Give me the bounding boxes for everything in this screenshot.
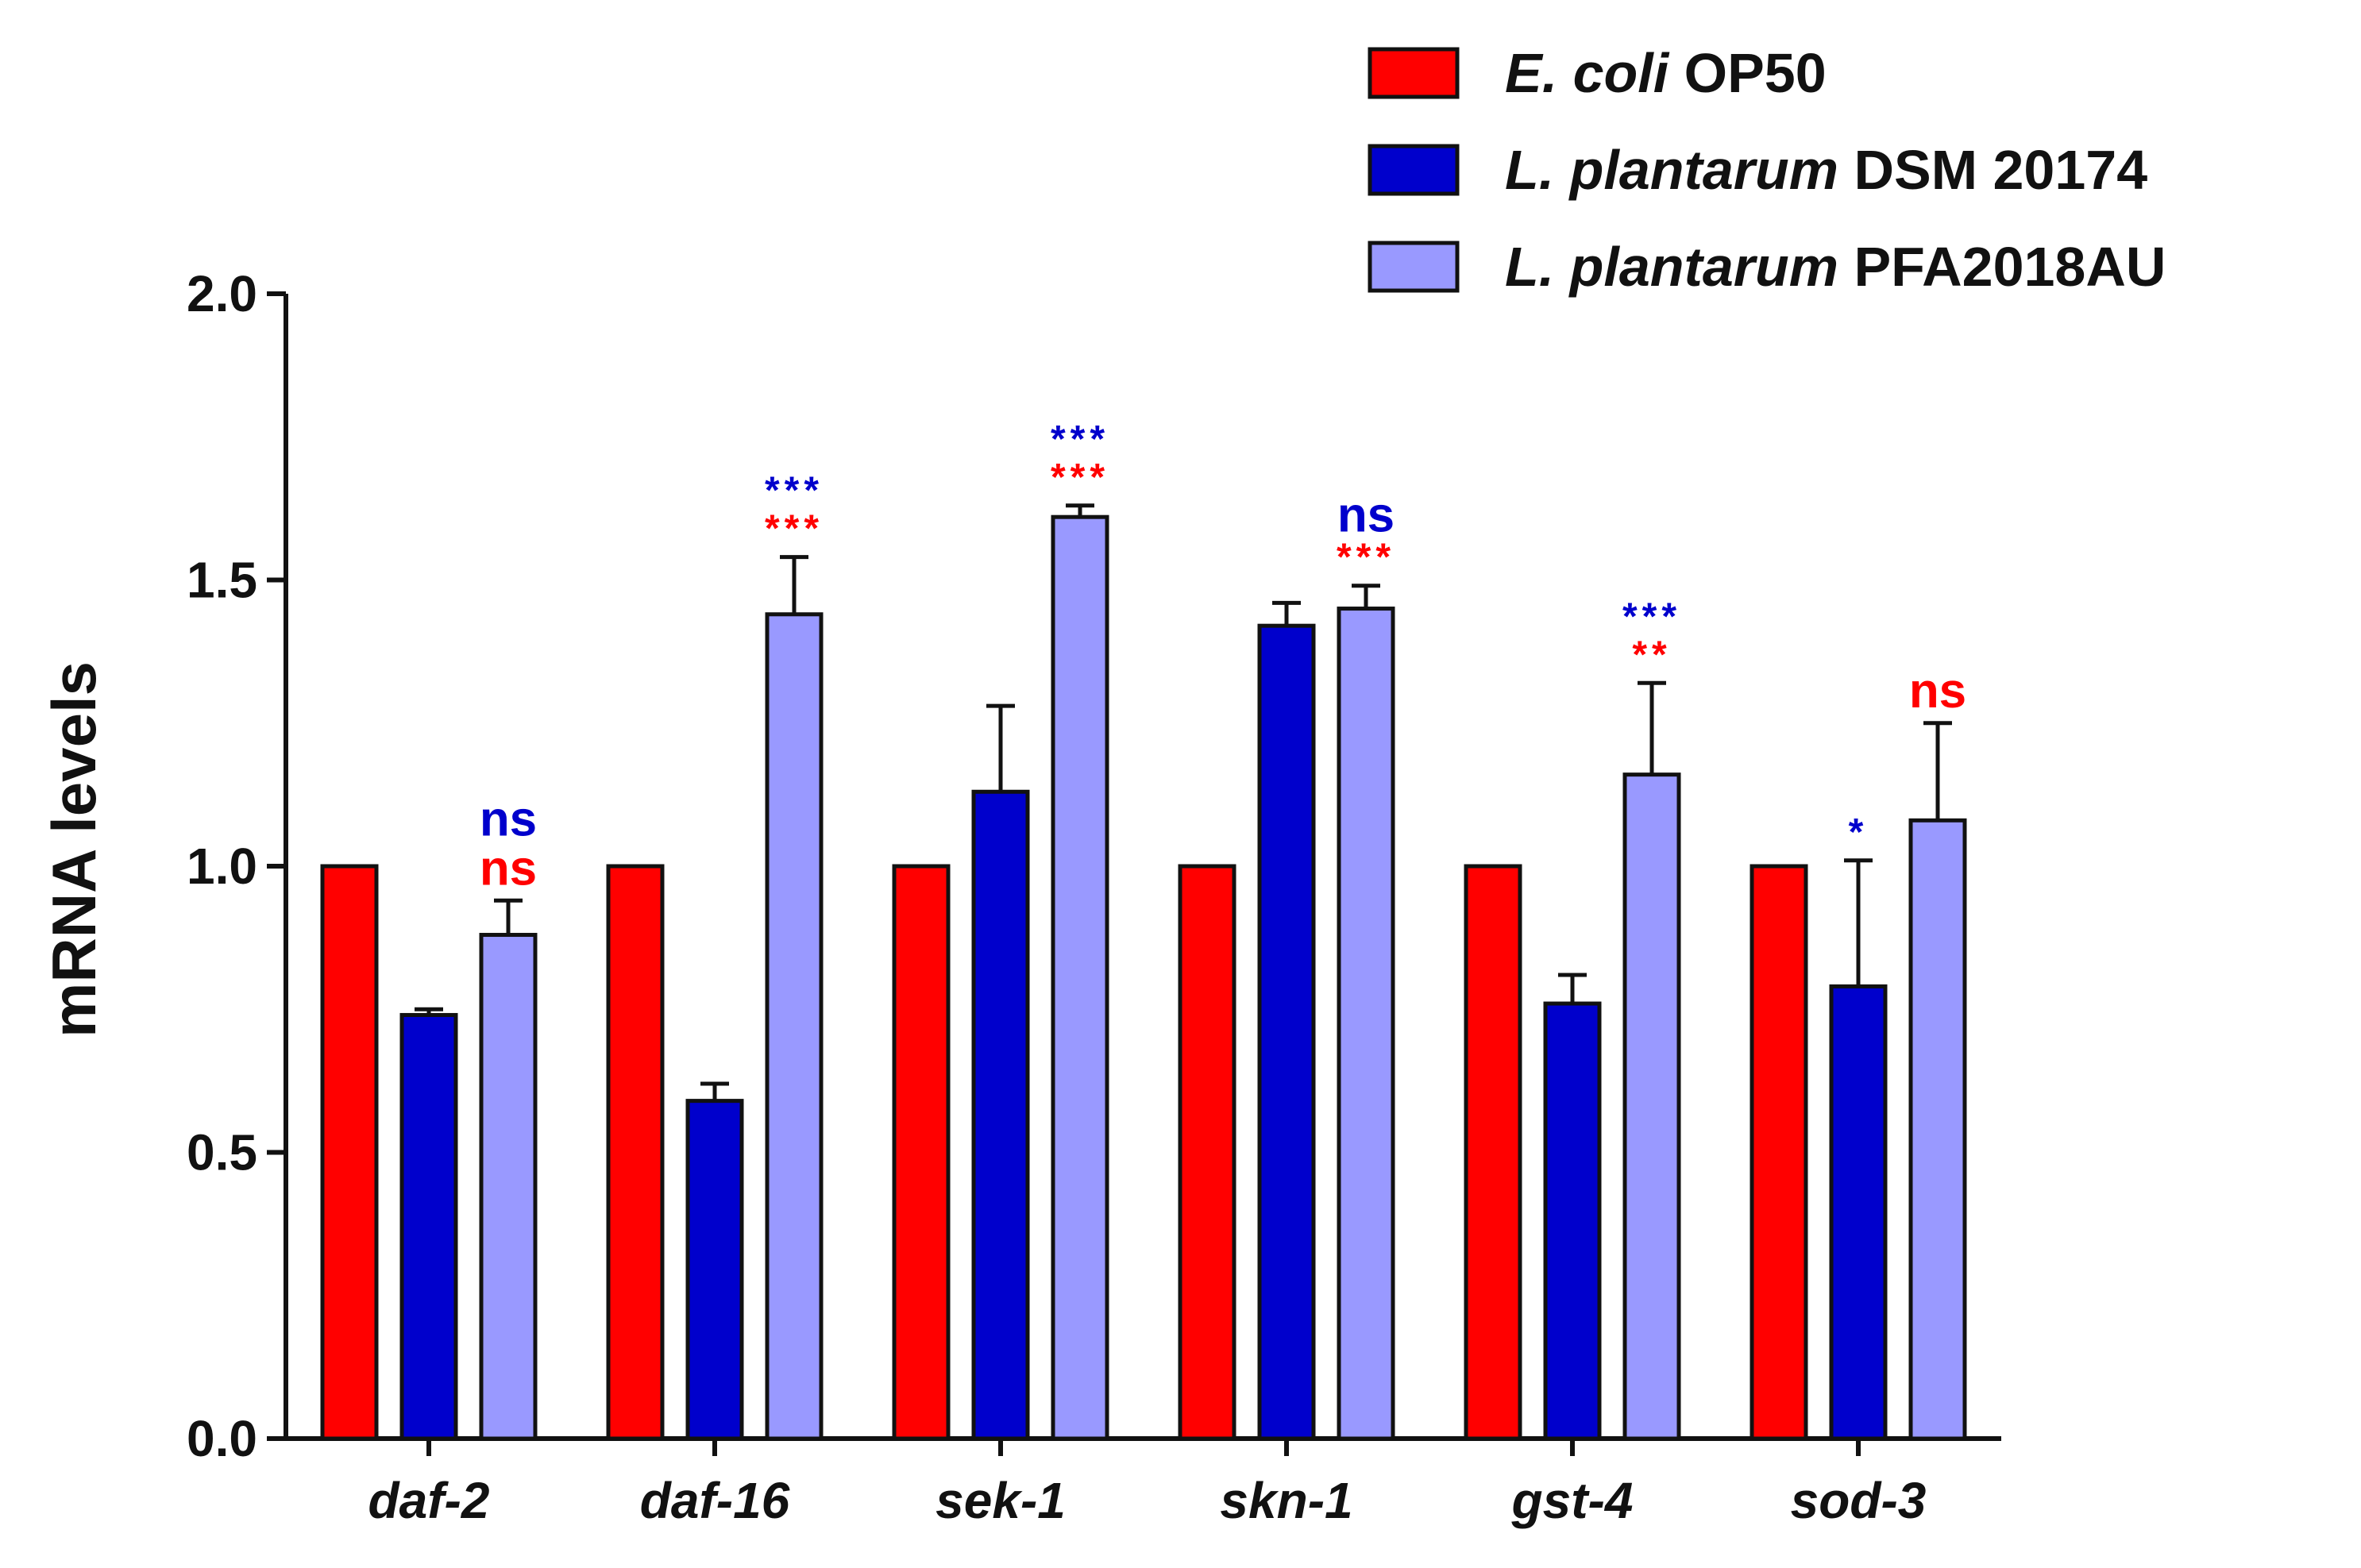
bar	[971, 789, 1030, 1441]
bar	[1750, 864, 1808, 1441]
significance-label: ns	[480, 792, 537, 846]
x-tick-label: sek-1	[936, 1472, 1066, 1529]
significance-label: ***	[1051, 418, 1109, 460]
bar	[1051, 514, 1109, 1441]
legend: E. coli OP50 L. plantarum DSM 20174 L. pla…	[1368, 42, 2166, 298]
legend-label: E. coli OP50	[1505, 42, 1827, 104]
axes: 0.0 0.5 1.0 1.5 2.0 daf-2 daf-16 sek-1 skn-1 gst-…	[187, 265, 2001, 1529]
bar	[1178, 864, 1236, 1441]
bar	[320, 864, 379, 1441]
x-tick-label: daf-16	[640, 1472, 790, 1529]
bar	[1543, 1001, 1602, 1441]
significance-label: ***	[765, 470, 824, 512]
bars	[320, 514, 1967, 1441]
bar	[1257, 623, 1316, 1441]
y-axis-label: mRNA levels	[39, 661, 109, 1038]
bar	[892, 864, 951, 1441]
legend-label: L. plantarum PFA2018AU	[1505, 236, 2166, 298]
y-tick-label: 0.0	[187, 1410, 257, 1467]
error-bars	[415, 503, 1952, 1101]
significance-label: ***	[1622, 595, 1681, 638]
bar	[765, 612, 824, 1441]
y-tick-label: 2.0	[187, 265, 257, 322]
bar	[479, 933, 538, 1441]
significance-label: ***	[1337, 537, 1395, 579]
significance-label: *	[1849, 811, 1869, 853]
x-tick-label: skn-1	[1220, 1472, 1352, 1529]
bar	[606, 864, 665, 1441]
bar	[1622, 772, 1681, 1441]
significance-label: ***	[765, 508, 824, 550]
bar	[1464, 864, 1522, 1441]
significance-label: ns	[1909, 664, 1966, 719]
bar	[1337, 607, 1395, 1441]
bar	[399, 1012, 458, 1441]
legend-swatch	[1368, 47, 1460, 99]
legend-swatch	[1368, 241, 1460, 293]
significance-label: ns	[480, 841, 537, 896]
x-tick-label: daf-2	[368, 1472, 490, 1529]
significance-label: **	[1632, 634, 1671, 676]
y-tick-label: 1.5	[187, 552, 257, 609]
bar	[685, 1099, 744, 1441]
legend-swatch	[1368, 144, 1460, 196]
significance-label: ns	[1337, 488, 1395, 543]
bar	[1829, 984, 1888, 1441]
bar	[1908, 818, 1967, 1441]
y-tick-label: 1.0	[187, 838, 257, 895]
legend-label: L. plantarum DSM 20174	[1505, 139, 2147, 201]
significance-label: ***	[1051, 457, 1109, 499]
y-tick-label: 0.5	[187, 1124, 257, 1181]
x-tick-label: gst-4	[1511, 1472, 1634, 1529]
x-tick-label: sod-3	[1791, 1472, 1927, 1529]
